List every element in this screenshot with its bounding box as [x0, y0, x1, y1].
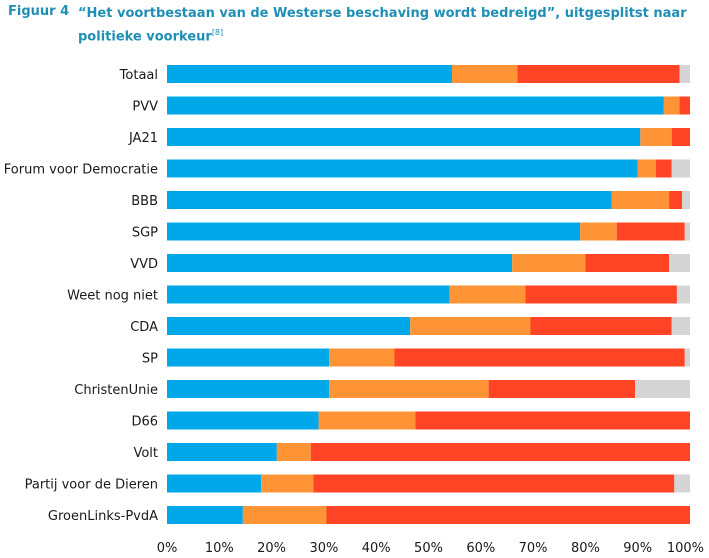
bar-segment-series-1	[167, 128, 641, 146]
bar-segment-series-4	[671, 159, 690, 178]
bar-segment-series-2	[276, 443, 311, 461]
category-label: Weet nog niet	[67, 289, 158, 304]
bar-segment-series-1	[167, 474, 262, 493]
bar-segment-series-4	[676, 285, 690, 304]
x-tick-label: 40%	[362, 541, 391, 556]
bar-segment-series-1	[167, 96, 664, 115]
bar-segment-series-3	[530, 317, 672, 335]
figure-label: Figuur 4	[8, 4, 70, 19]
bar-segment-series-3	[525, 285, 677, 304]
bar-segment-series-2	[261, 474, 314, 493]
bar-segment-series-1	[167, 380, 330, 398]
category-label: VVD	[130, 257, 158, 272]
category-label: Partij voor de Dieren	[25, 478, 158, 493]
bar-segment-series-3	[313, 474, 675, 493]
category-label: JA21	[128, 131, 158, 146]
x-tick-label: 50%	[414, 541, 443, 556]
bar-segment-series-4	[684, 222, 690, 241]
x-tick-label: 30%	[309, 541, 338, 556]
category-label: Volt	[133, 446, 158, 461]
figure-footnote: [8]	[211, 28, 224, 37]
bar-segment-series-4	[635, 380, 690, 398]
bars-group	[167, 65, 690, 524]
bar-segment-series-4	[684, 348, 690, 367]
bar-segment-series-4	[674, 474, 690, 493]
bar-segment-series-2	[640, 128, 672, 146]
bar-segment-series-1	[167, 222, 581, 241]
bar-segment-series-3	[671, 128, 690, 146]
category-label: D66	[131, 415, 158, 430]
bar-segment-series-3	[656, 159, 672, 178]
category-label: Forum voor Democratie	[4, 163, 158, 178]
figure-title: “Het voortbestaan van de Westerse bescha…	[78, 4, 698, 46]
x-tick-label: 0%	[157, 541, 178, 556]
x-tick-label: 90%	[623, 541, 652, 556]
bar-segment-series-1	[167, 191, 612, 209]
figure-title-text: “Het voortbestaan van de Westerse bescha…	[78, 6, 687, 45]
category-label: PVV	[132, 100, 158, 115]
bar-segment-series-1	[167, 348, 330, 367]
bar-segment-series-2	[637, 159, 657, 178]
x-tick-label: 100%	[667, 541, 704, 556]
bar-segment-series-1	[167, 285, 450, 304]
bar-segment-series-2	[663, 96, 680, 115]
bar-segment-series-3	[415, 411, 690, 430]
bar-segment-series-3	[517, 65, 680, 83]
x-tick-label: 60%	[466, 541, 495, 556]
bar-segment-series-3	[679, 96, 690, 115]
category-label: BBB	[131, 194, 158, 209]
bar-segment-series-1	[167, 159, 638, 178]
bar-segment-series-2	[512, 254, 586, 272]
category-label: SP	[142, 352, 158, 367]
bar-segment-series-2	[580, 222, 617, 241]
bar-segment-series-2	[449, 285, 526, 304]
bar-segment-series-2	[329, 348, 395, 367]
figure-header: Figuur 4 “Het voortbestaan van de Wester…	[8, 4, 708, 44]
category-label: CDA	[130, 320, 158, 335]
x-tick-label: 80%	[571, 541, 600, 556]
bar-segment-series-1	[167, 65, 453, 83]
bar-segment-series-2	[242, 506, 327, 524]
bar-segment-series-3	[394, 348, 685, 367]
bar-segment-series-3	[488, 380, 636, 398]
x-tick-label: 70%	[519, 541, 548, 556]
category-label: Totaal	[119, 68, 158, 83]
x-tick-label: 20%	[257, 541, 286, 556]
bar-segment-series-3	[669, 191, 683, 209]
bar-segment-series-2	[611, 191, 670, 209]
bar-segment-series-3	[616, 222, 685, 241]
x-tick-label: 10%	[205, 541, 234, 556]
bar-segment-series-3	[585, 254, 670, 272]
bar-segment-series-1	[167, 506, 243, 524]
bar-segment-series-2	[329, 380, 489, 398]
bar-segment-series-3	[310, 443, 690, 461]
bar-segment-series-2	[452, 65, 518, 83]
bar-segment-series-2	[318, 411, 416, 430]
bar-segment-series-4	[671, 317, 690, 335]
bar-segment-series-2	[410, 317, 531, 335]
category-labels: Totaal PVV JA21 Forum voor Democratie BBB SGP…	[4, 68, 158, 524]
bar-segment-series-4	[682, 191, 690, 209]
x-axis-ticks: 0% 10% 20% 30% 40% 50% 60% 70% 80% 90% 100%	[157, 541, 704, 556]
category-label: SGP	[132, 226, 158, 241]
bar-segment-series-4	[669, 254, 690, 272]
bar-segment-series-3	[326, 506, 690, 524]
bar-segment-series-1	[167, 317, 411, 335]
category-label: ChristenUnie	[74, 383, 158, 398]
bar-segment-series-1	[167, 443, 277, 461]
bar-segment-series-1	[167, 254, 513, 272]
bar-segment-series-1	[167, 411, 319, 430]
category-label: GroenLinks-PvdA	[48, 509, 158, 524]
bar-segment-series-4	[679, 65, 690, 83]
